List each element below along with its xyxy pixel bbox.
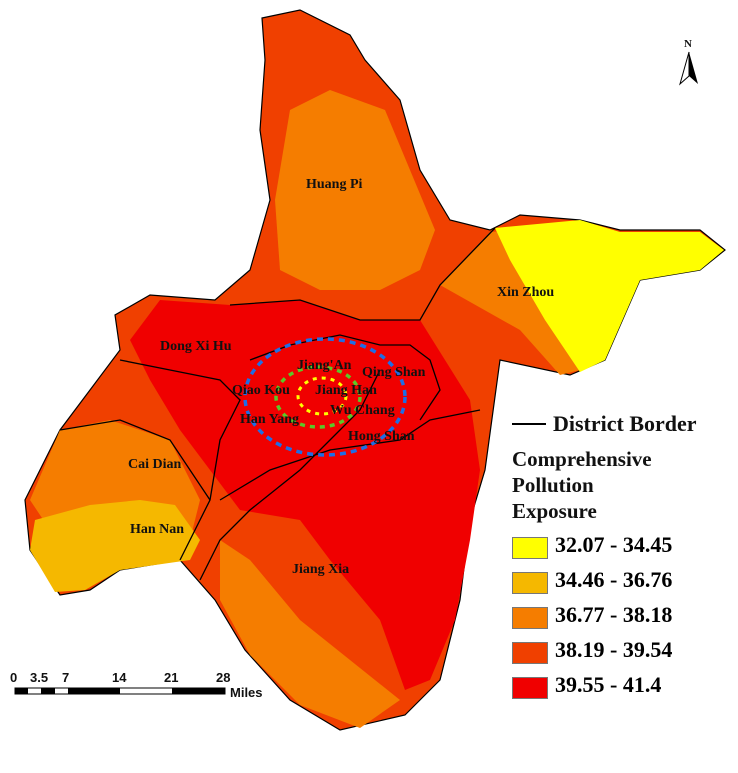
svg-text:7: 7 — [62, 670, 69, 685]
svg-text:28: 28 — [216, 670, 230, 685]
legend-swatch — [512, 642, 548, 664]
legend-title-line: Comprehensive — [512, 447, 652, 471]
scale-labels: 0 3.5 7 14 21 28 Miles — [10, 670, 263, 700]
label-qing-shan: Qing Shan — [362, 365, 426, 380]
legend-swatch — [512, 677, 548, 699]
label-wu-chang: Wu Chang — [330, 403, 395, 418]
label-jiang-han: Jiang Han — [315, 383, 377, 398]
legend-border-label: District Border — [553, 411, 697, 436]
legend-label: 39.55 - 41.4 — [555, 672, 662, 697]
zone-amber-hannan — [30, 500, 200, 592]
urban-core-boundary-blue — [243, 337, 407, 457]
legend-swatch — [512, 607, 548, 629]
legend-label: 38.19 - 39.54 — [555, 637, 673, 662]
label-cai-dian: Cai Dian — [128, 457, 182, 472]
svg-text:3.5: 3.5 — [30, 670, 48, 685]
label-han-yang: Han Yang — [240, 412, 299, 427]
svg-text:N: N — [684, 38, 692, 50]
district-borders — [59, 227, 496, 581]
legend-swatch — [512, 572, 548, 594]
legend-label: 32.07 - 34.45 — [555, 532, 673, 557]
legend-title-line: Pollution — [512, 473, 594, 497]
label-jiang-xia: Jiang Xia — [292, 562, 349, 577]
legend-title-line: Exposure — [512, 499, 597, 523]
zone-orange-north — [275, 90, 435, 290]
scale-bar — [14, 687, 226, 695]
zone-red-core — [130, 300, 480, 690]
label-huang-pi: Huang Pi — [306, 177, 363, 192]
label-xin-zhou: Xin Zhou — [497, 285, 554, 300]
north-arrow-icon: N — [679, 38, 698, 86]
svg-text:Miles: Miles — [230, 685, 263, 700]
zone-orange-east — [440, 230, 580, 375]
svg-text:21: 21 — [164, 670, 178, 685]
label-hong-shan: Hong Shan — [348, 429, 415, 444]
label-han-nan: Han Nan — [130, 522, 184, 537]
legend-label: 36.77 - 38.18 — [555, 602, 673, 627]
label-dong-xi-hu: Dong Xi Hu — [160, 339, 232, 354]
inner-core-boundary-green — [274, 365, 362, 429]
zone-yellow-xinzhou — [495, 220, 724, 372]
svg-text:14: 14 — [112, 670, 127, 685]
zone-orange-jiangxia — [220, 540, 400, 728]
legend-label: 34.46 - 36.76 — [555, 567, 673, 592]
svg-text:0: 0 — [10, 670, 17, 685]
legend-swatch — [512, 537, 548, 559]
label-jiang-an: Jiang'An — [297, 358, 352, 373]
inner-core-boundary-yellow — [296, 376, 348, 416]
label-qiao-kou: Qiao Kou — [232, 383, 290, 398]
legend-title: Comprehensive Pollution Exposure — [512, 446, 652, 524]
